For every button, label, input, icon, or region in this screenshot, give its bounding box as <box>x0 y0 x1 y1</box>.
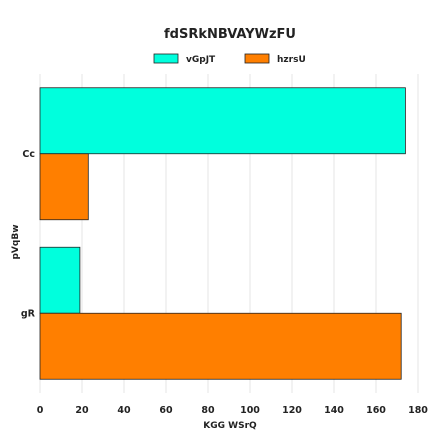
bar-hzrsU-Cc <box>39 153 89 221</box>
legend: vGpJT hzrsU <box>153 53 306 65</box>
bar-vGpJT-Cc <box>39 87 406 155</box>
x-axis-ticks: 0 20 40 60 80 100 120 140 160 180 <box>37 405 429 416</box>
x-tick-label: 20 <box>75 405 89 416</box>
legend-swatch-hzrsU <box>244 53 270 64</box>
y-tick-label: Cc <box>22 149 35 160</box>
x-tick-label: 60 <box>159 405 173 416</box>
chart-title: fdSRkNBVAYWzFU <box>164 27 296 42</box>
x-tick-label: 40 <box>117 405 131 416</box>
x-axis-label: KGG WSrQ <box>203 421 257 431</box>
bar-hzrsU-gR <box>39 312 402 380</box>
x-tick-label: 120 <box>282 405 302 416</box>
y-axis-ticks: Cc gR <box>21 149 36 320</box>
legend-label-vGpJT: vGpJT <box>186 55 216 65</box>
x-tick-label: 80 <box>201 405 215 416</box>
y-axis-label: pVqBw <box>11 224 21 259</box>
bars <box>39 87 406 380</box>
x-tick-label: 180 <box>408 405 428 416</box>
bar-vGpJT-gR <box>39 246 81 314</box>
y-tick-label: gR <box>21 308 36 319</box>
legend-swatch-vGpJT <box>153 53 179 64</box>
x-tick-label: 160 <box>366 405 386 416</box>
x-tick-label: 100 <box>240 405 260 416</box>
legend-label-hzrsU: hzrsU <box>277 55 306 65</box>
x-tick-label: 140 <box>324 405 344 416</box>
x-tick-label: 0 <box>37 405 44 416</box>
